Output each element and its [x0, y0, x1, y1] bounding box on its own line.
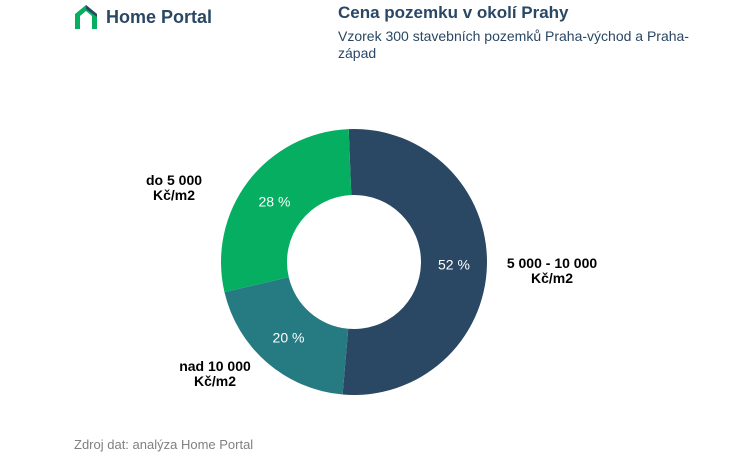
slice-value-label: 28 %: [259, 193, 291, 209]
brand-name: Home Portal: [106, 6, 213, 27]
donut-slice-2: [224, 277, 349, 395]
slice-value-label: 20 %: [273, 330, 305, 346]
donut-slice-1: [342, 129, 487, 395]
chart-subtitle: Vzorek 300 stavebních pozemků Praha-vých…: [338, 28, 689, 61]
slice-category-label: nad 10 000 Kč/m2: [179, 358, 251, 389]
house-logo-icon: [75, 5, 97, 29]
donut-slice-3: [220, 129, 352, 293]
chart-title: Cena pozemku v okolí Prahy: [338, 3, 569, 22]
source-note: Zdroj dat: analýza Home Portal: [74, 437, 254, 452]
slice-category-label: 5 000 - 10 000 Kč/m2: [507, 255, 598, 286]
brand-logo[interactable]: Home Portal: [74, 4, 212, 30]
slice-category-label: do 5 000 Kč/m2: [146, 172, 202, 203]
slice-value-label: 52 %: [438, 256, 470, 272]
